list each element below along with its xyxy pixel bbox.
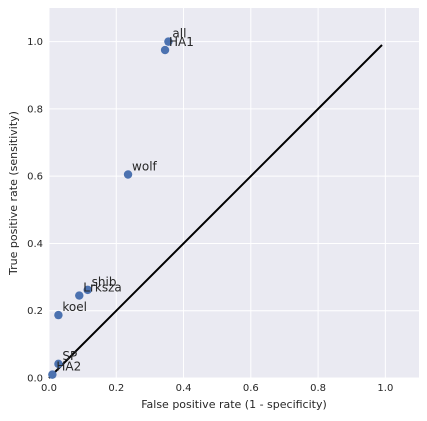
y-axis-label: True positive rate (sensitivity) bbox=[7, 111, 20, 276]
point-label: HA1 bbox=[169, 35, 194, 49]
y-tick-label: 0.4 bbox=[27, 239, 43, 250]
x-tick-label: 0.2 bbox=[108, 383, 124, 394]
point-label: Lrksza bbox=[83, 281, 121, 295]
x-tick-label: 0.0 bbox=[41, 383, 57, 394]
data-point bbox=[164, 37, 173, 46]
y-tick-label: 0.0 bbox=[27, 374, 43, 385]
y-tick-label: 0.6 bbox=[27, 172, 43, 183]
y-tick-label: 0.8 bbox=[27, 104, 43, 115]
data-point bbox=[54, 359, 63, 369]
data-point bbox=[54, 310, 63, 320]
data-point bbox=[160, 45, 170, 55]
reference-diagonal-line bbox=[48, 44, 383, 379]
point-label: SP bbox=[62, 349, 77, 363]
tick-labels: 0.0 0.2 0.4 0.6 0.8 1.0 0.0 0.2 0.4 0.6 0.8 1.0 bbox=[27, 37, 393, 394]
data-point bbox=[123, 170, 133, 179]
x-axis-label: False positive rate (1 - specificity) bbox=[141, 398, 327, 411]
data-points bbox=[48, 37, 173, 379]
grid-lines bbox=[48, 8, 419, 379]
y-tick-label: 1.0 bbox=[27, 37, 43, 48]
reference-line-group bbox=[48, 44, 383, 379]
data-point bbox=[75, 291, 84, 300]
point-label: all bbox=[172, 27, 186, 41]
x-tick-label: 1.0 bbox=[377, 383, 393, 394]
point-label: koel bbox=[62, 300, 87, 314]
point-label: shib bbox=[92, 275, 117, 289]
point-label: wolf bbox=[132, 160, 157, 174]
data-point bbox=[83, 285, 92, 295]
x-tick-label: 0.8 bbox=[310, 383, 326, 394]
x-tick-label: 0.4 bbox=[176, 383, 192, 394]
y-tick-label: 0.2 bbox=[27, 306, 43, 317]
point-label: HA2 bbox=[56, 360, 81, 374]
data-point bbox=[48, 370, 57, 379]
x-tick-label: 0.6 bbox=[243, 383, 259, 394]
